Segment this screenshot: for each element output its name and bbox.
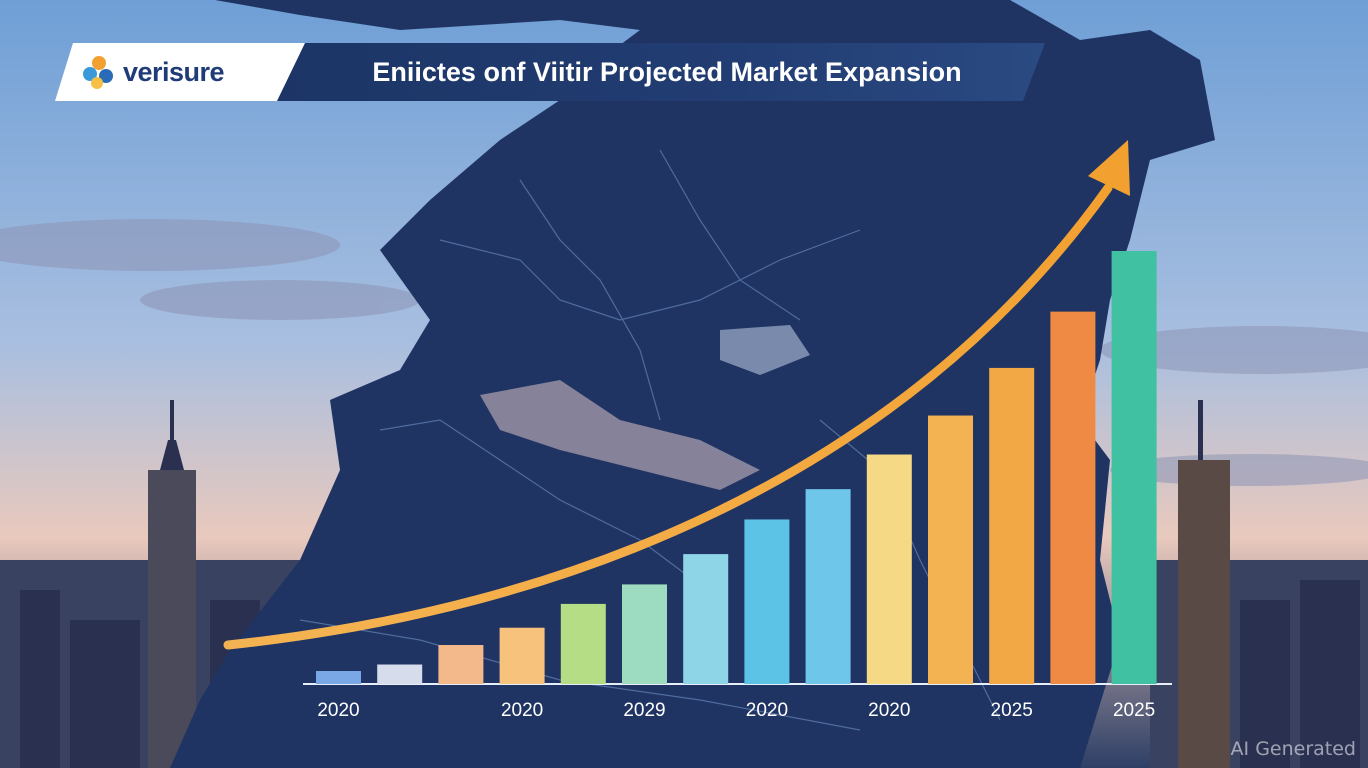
- brand-logo-icon: [83, 56, 113, 89]
- x-tick-label-3: 2020: [746, 700, 788, 721]
- bar-9: [866, 454, 912, 684]
- sea-gap-black-sea: [720, 325, 810, 375]
- bar-10: [928, 415, 973, 684]
- x-tick-label-5: 2025: [991, 700, 1033, 721]
- x-tick-label-0: 2020: [317, 700, 359, 721]
- x-tick-label-4: 2020: [868, 700, 910, 721]
- bar-6: [683, 554, 729, 684]
- skyline-right: [1150, 400, 1368, 768]
- bar-0: [316, 671, 361, 684]
- bar-5: [622, 584, 667, 684]
- clouds: [0, 219, 1368, 486]
- bar-8: [805, 489, 851, 684]
- chart-title: Eniictes onf Viitir Projected Market Exp…: [372, 57, 962, 87]
- bar-4: [560, 603, 606, 684]
- bar-group: [316, 251, 1157, 684]
- ai-generated-watermark: AI Generated: [1230, 738, 1356, 760]
- bar-12: [1050, 311, 1096, 684]
- bar-11: [989, 367, 1035, 684]
- x-tick-label-2: 2029: [623, 700, 665, 721]
- bar-2: [438, 645, 484, 684]
- x-tick-label-6: 2025: [1113, 700, 1155, 721]
- tick-label-group: 2020 2020 2029 2020 2020 2025 2025: [317, 700, 1155, 721]
- brand-name: verisure: [123, 57, 225, 87]
- country-borders: [299, 149, 1001, 731]
- bar-1: [377, 664, 423, 684]
- chart-title-box: Eniictes onf Viitir Projected Market Exp…: [277, 43, 1045, 101]
- sea-gap-mediterranean: [480, 380, 760, 490]
- title-banner: verisure Eniictes onf Viitir Projected M…: [55, 43, 1045, 101]
- trend-arrow: [223, 140, 1130, 650]
- brand-logo-box: verisure: [55, 43, 305, 101]
- bar-7: [744, 519, 790, 684]
- x-tick-label-1: 2020: [501, 700, 543, 721]
- bar-3: [499, 627, 545, 684]
- bar-13: [1111, 251, 1157, 684]
